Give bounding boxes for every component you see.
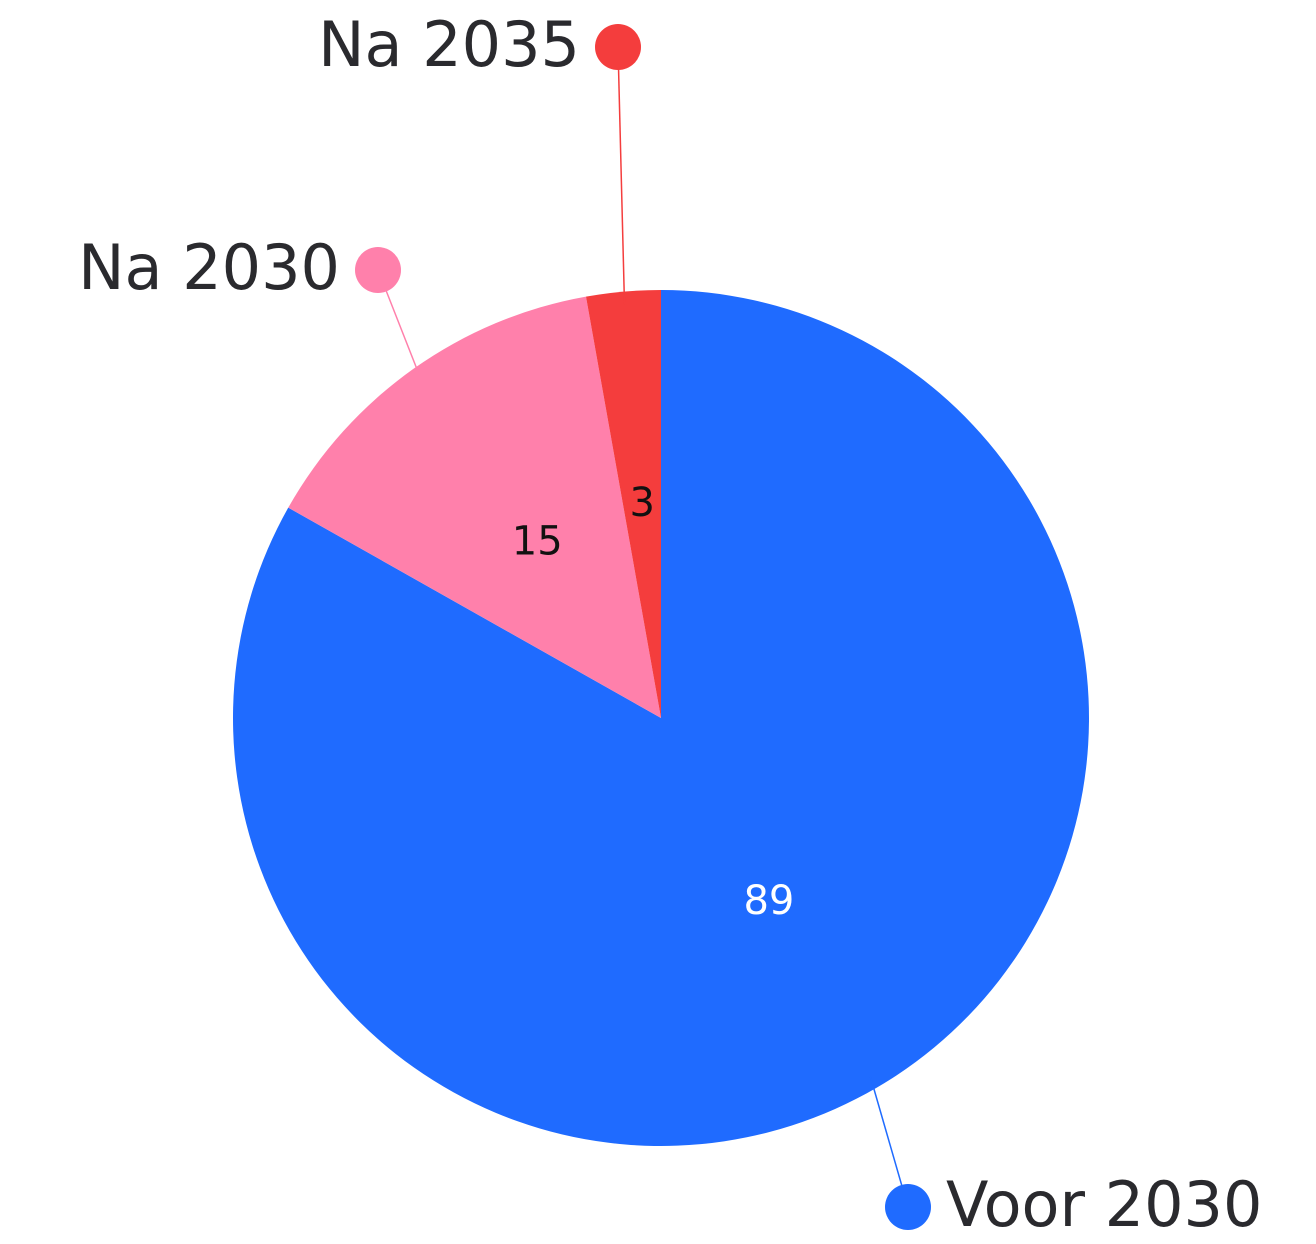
leader-line [617,46,626,305]
legend-dot [595,24,641,70]
slice-value-label: 3 [629,480,654,526]
slice-category-label: Na 2035 [318,8,580,81]
slice-category-label: Voor 2030 [946,1168,1262,1241]
slice-category-label: Na 2030 [78,231,340,304]
legend-dot [355,247,401,293]
legend-dot [885,1184,931,1230]
slice-value-label: 15 [512,518,563,564]
pie-slice [585,290,661,718]
pie-slice [288,296,661,718]
slice-value-label: 89 [743,878,794,924]
